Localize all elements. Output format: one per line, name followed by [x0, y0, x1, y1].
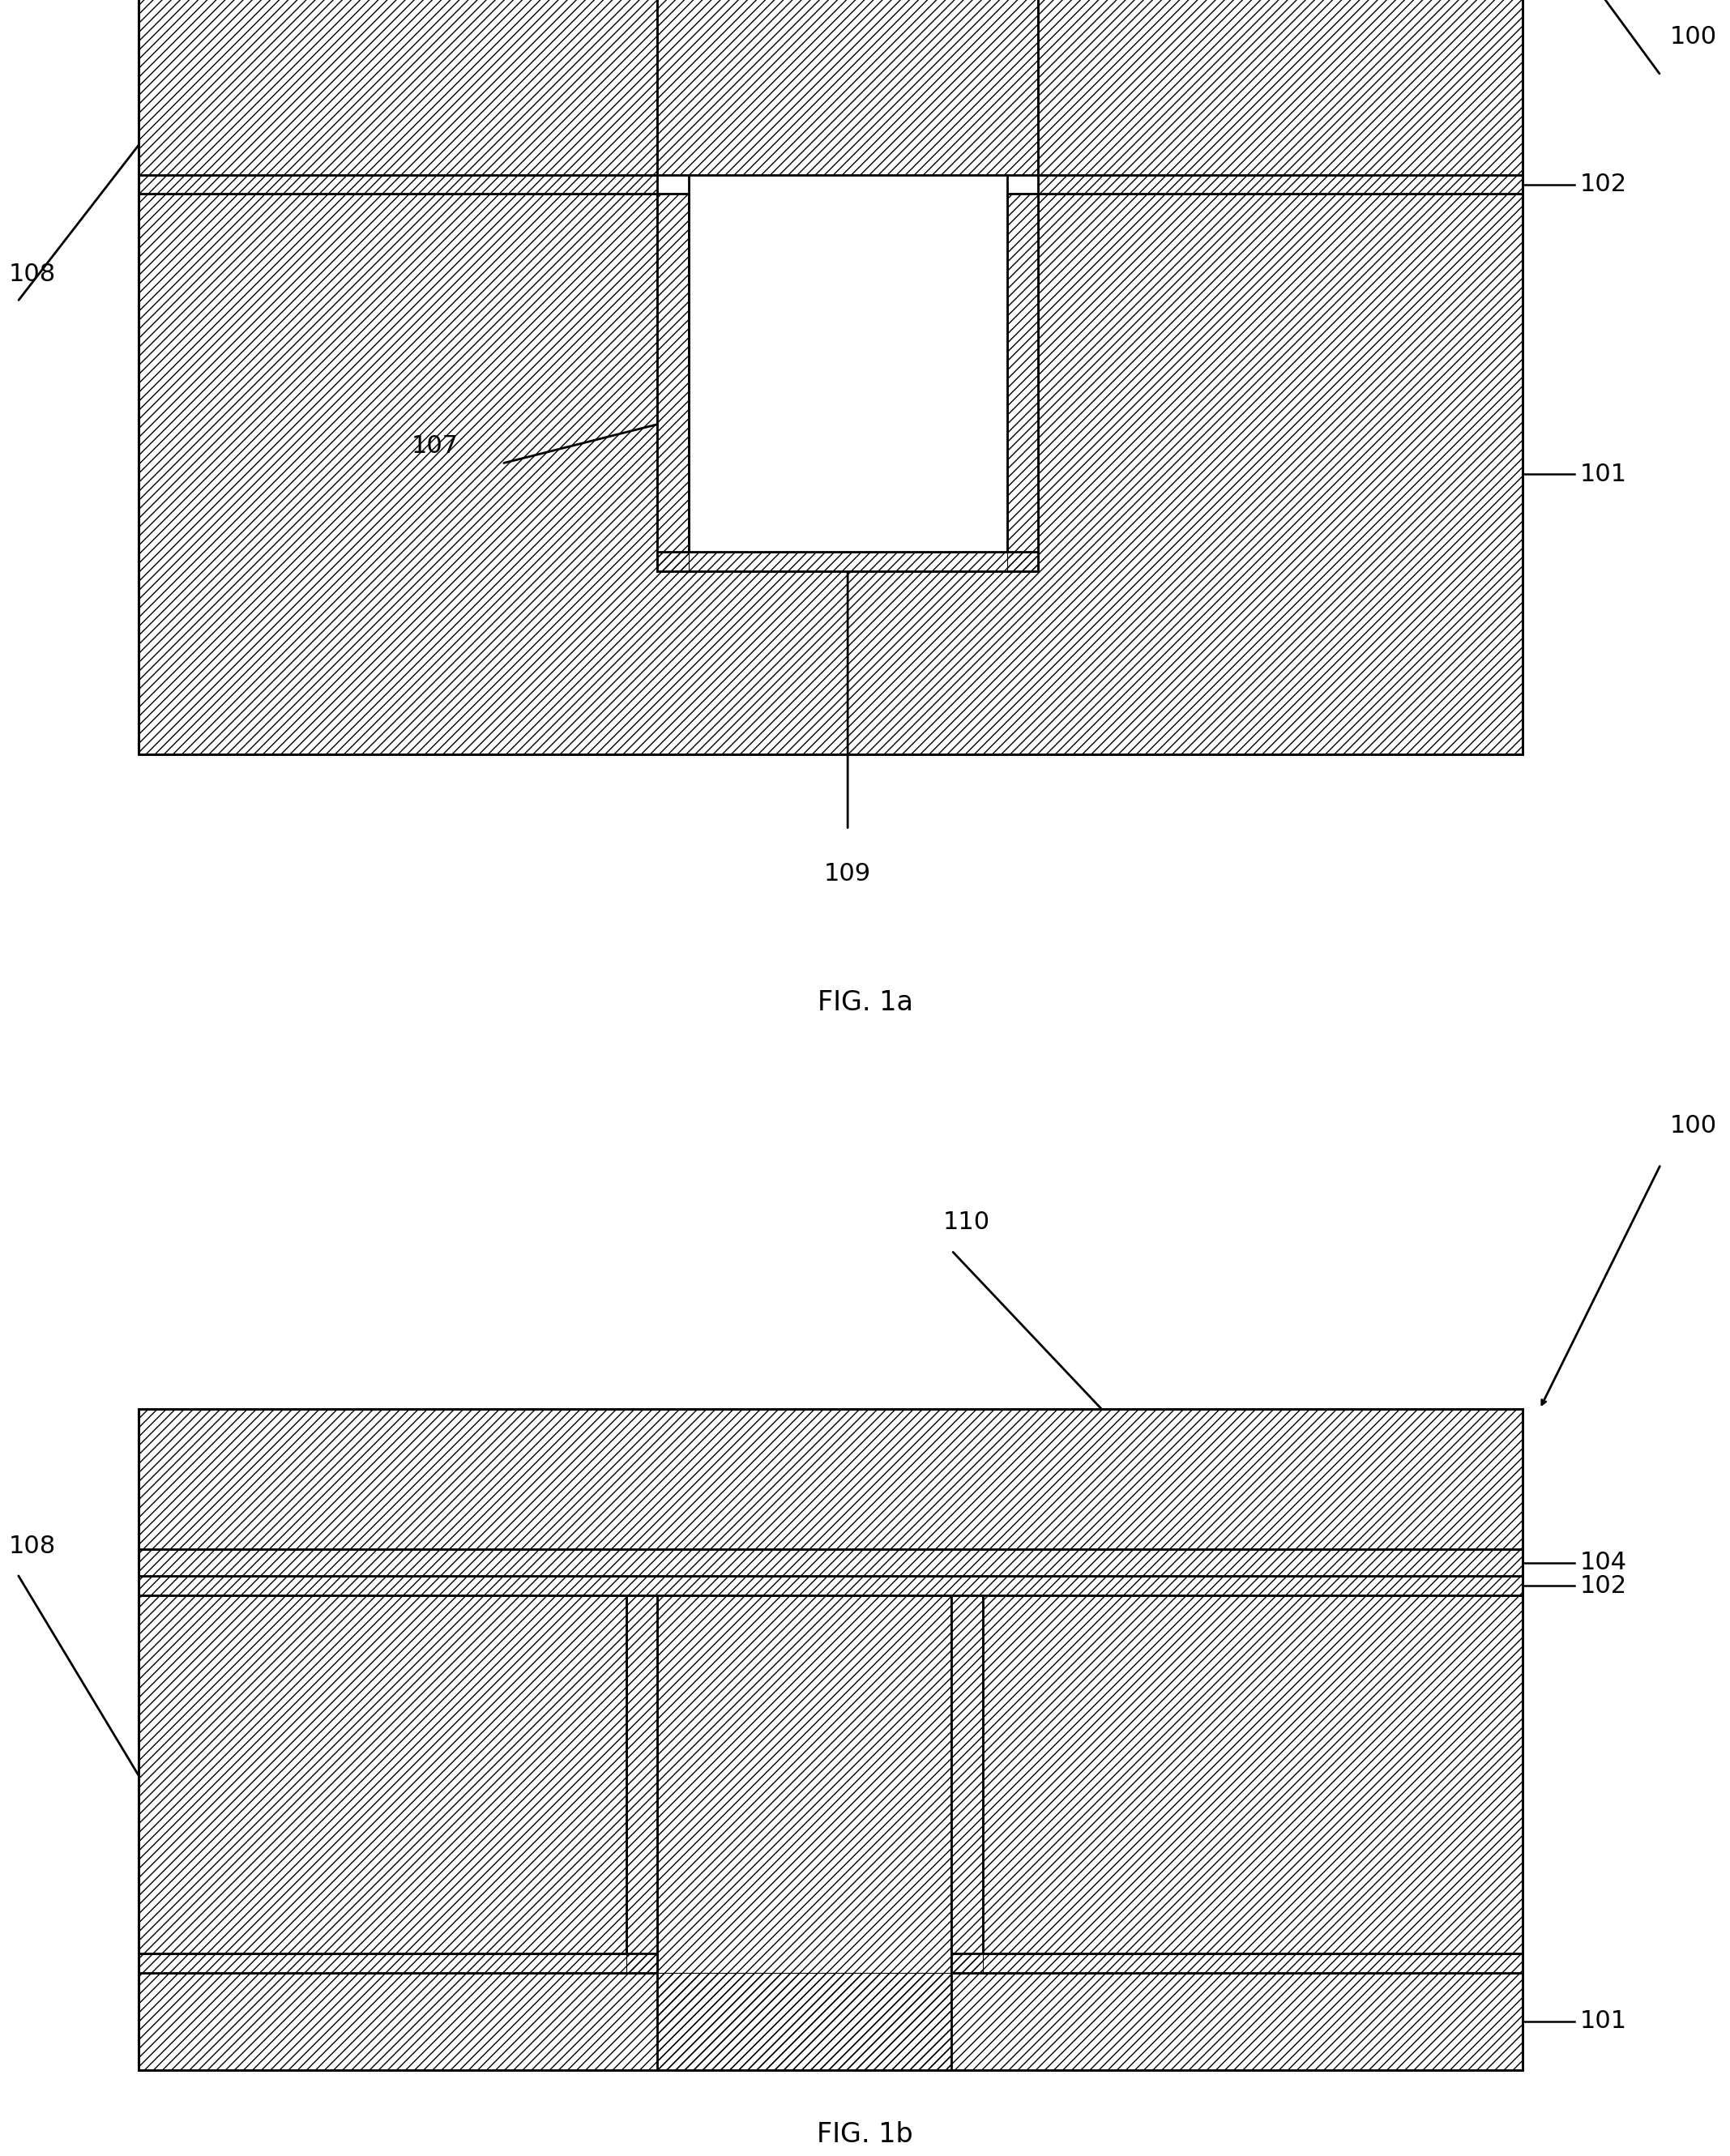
Text: 108: 108 [9, 1535, 55, 1557]
Bar [138, 1953, 657, 1973]
Bar [1038, 175, 1522, 194]
Bar [138, 1953, 657, 1973]
Polygon shape [138, 194, 1522, 755]
Bar [138, 0, 1522, 755]
Bar [138, 1595, 626, 1953]
Bar [1038, 0, 1522, 175]
Bar [138, 175, 657, 194]
Bar [138, 1548, 1522, 1576]
Text: 101: 101 [1579, 2009, 1626, 2033]
Bar [657, 1595, 952, 2070]
Text: 107: 107 [412, 436, 458, 459]
Text: 104: 104 [1579, 1550, 1626, 1574]
Bar [138, 175, 657, 194]
Bar [657, 0, 1038, 175]
Bar [626, 1595, 657, 1973]
Bar [138, 0, 657, 175]
Text: FIG. 1a: FIG. 1a [817, 990, 913, 1015]
Text: FIG. 1b: FIG. 1b [817, 2122, 913, 2147]
Bar [983, 1595, 1522, 1953]
Bar [657, 0, 1038, 175]
Bar [138, 0, 657, 175]
Text: 100: 100 [1669, 1115, 1716, 1138]
Bar [952, 1595, 983, 1973]
Text: 101: 101 [1579, 464, 1626, 485]
Text: 110: 110 [943, 1212, 990, 1233]
Bar [1038, 0, 1522, 175]
Text: 108: 108 [9, 263, 55, 287]
Bar [138, 1595, 626, 1953]
Bar [657, 552, 1038, 571]
Bar [138, 1576, 1522, 1595]
Text: 102: 102 [1579, 172, 1626, 196]
Bar [1007, 194, 1038, 571]
Bar [657, 1595, 952, 2070]
Text: 109: 109 [823, 862, 872, 886]
Bar [983, 1595, 1522, 1953]
Bar [952, 1953, 1522, 1973]
Bar [1007, 194, 1038, 571]
Bar [138, 1548, 1522, 1576]
Bar [952, 1595, 983, 1973]
Text: 106: 106 [822, 41, 868, 65]
Bar [657, 194, 689, 571]
Bar [138, 1973, 1522, 2070]
Bar [626, 1595, 657, 1973]
Bar [138, 1410, 1522, 1548]
Bar [657, 552, 1038, 571]
Bar [138, 1410, 1522, 1548]
Bar [952, 1953, 1522, 1973]
Bar [138, 1410, 1522, 2070]
Bar [657, 194, 689, 571]
Bar [138, 1576, 1522, 1595]
Bar [138, 1973, 1522, 2070]
Text: 102: 102 [1579, 1574, 1626, 1598]
Bar [1038, 175, 1522, 194]
Text: 100: 100 [1669, 26, 1716, 50]
Bar [689, 175, 1007, 552]
